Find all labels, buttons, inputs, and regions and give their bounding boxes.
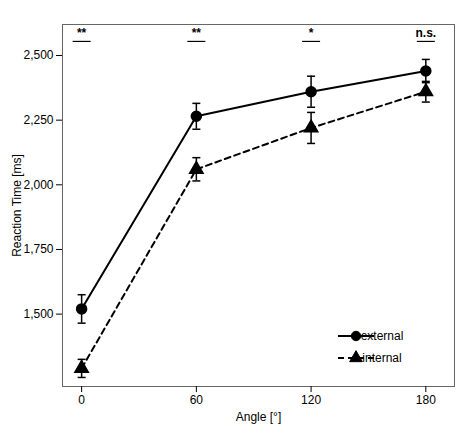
svg-text:0: 0	[78, 393, 85, 407]
svg-text:2,500: 2,500	[23, 48, 53, 62]
svg-text:2,000: 2,000	[23, 178, 53, 192]
svg-text:2,250: 2,250	[23, 113, 53, 127]
svg-text:internal: internal	[362, 351, 401, 365]
svg-text:1,750: 1,750	[23, 242, 53, 256]
svg-text:Reaction Time [ms]: Reaction Time [ms]	[10, 154, 24, 257]
svg-text:external: external	[361, 329, 404, 343]
svg-text:60: 60	[190, 393, 204, 407]
svg-text:120: 120	[301, 393, 321, 407]
svg-text:Angle [°]: Angle [°]	[236, 410, 282, 424]
svg-text:180: 180	[416, 393, 436, 407]
svg-text:1,500: 1,500	[23, 307, 53, 321]
svg-text:**: **	[192, 26, 202, 40]
svg-text:*: *	[309, 26, 314, 40]
svg-text:**: **	[77, 26, 87, 40]
svg-text:n.s.: n.s.	[415, 26, 436, 40]
